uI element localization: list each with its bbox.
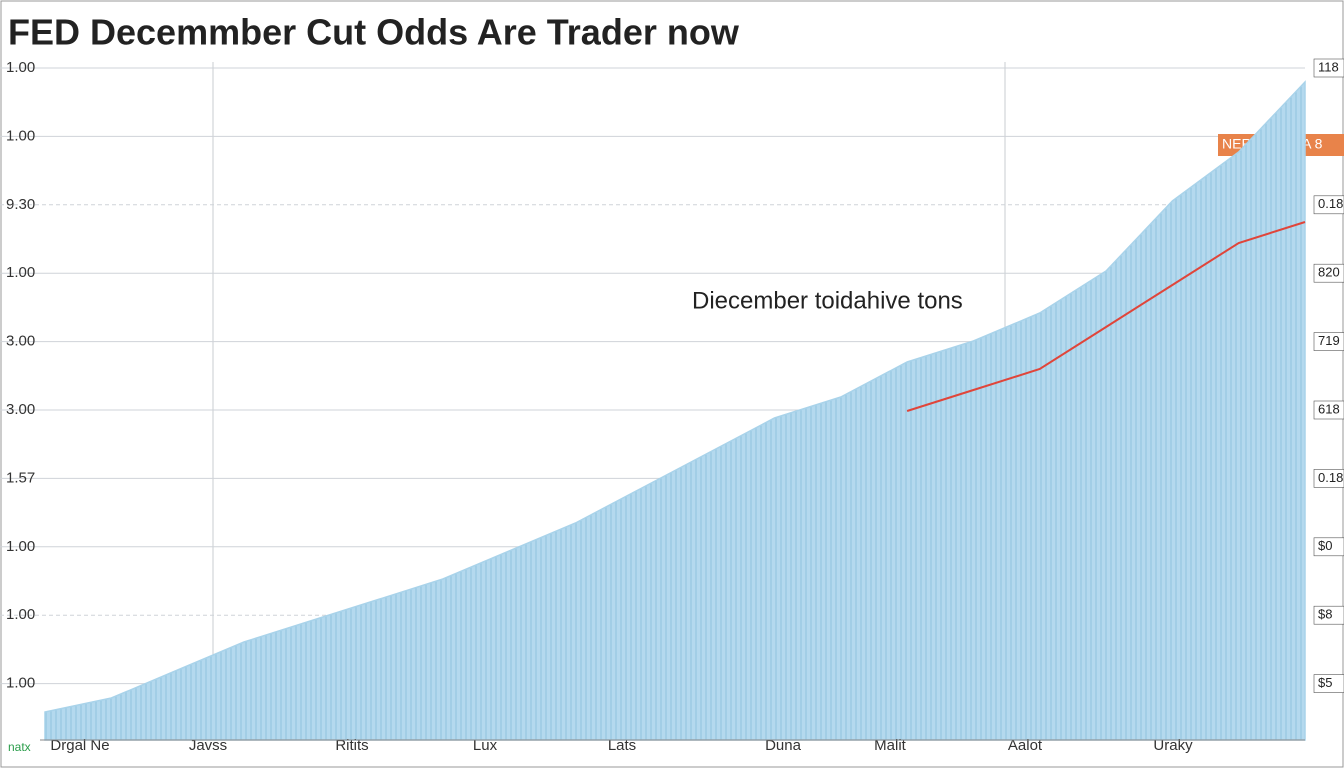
right-label-box <box>1313 332 1344 351</box>
right-label-box <box>1313 400 1344 420</box>
right-label: 719 <box>1318 333 1340 348</box>
right-label: 0.18 <box>1318 470 1343 485</box>
x-label: Malit <box>874 737 907 754</box>
right-label: 118 <box>1318 59 1339 74</box>
right-label-box <box>1313 605 1344 625</box>
y-label: 1.00 <box>6 675 35 692</box>
annotation: Diecember toidahive tons <box>692 287 963 314</box>
y-label: 1.00 <box>6 264 35 281</box>
x-label: Lux <box>473 737 498 754</box>
y-label: 1.00 <box>6 59 35 76</box>
x-label: Drgal Ne <box>50 737 109 754</box>
chart-title: FED Decemmber Cut Odds Are Trader now <box>8 12 740 53</box>
y-label: 1.00 <box>6 538 35 555</box>
x-label: Ritits <box>335 737 368 754</box>
x-label: Uraky <box>1153 737 1193 754</box>
right-label: 820 <box>1318 265 1340 280</box>
corner-label: natx <box>8 740 31 754</box>
y-label: 1.57 <box>6 469 35 486</box>
y-label: 9.30 <box>6 196 35 213</box>
right-label: 0.18 <box>1318 196 1343 211</box>
line <box>906 221 1306 412</box>
right-label: $0 <box>1318 538 1332 553</box>
x-label: Aalot <box>1008 737 1043 754</box>
right-label-box <box>1313 195 1344 215</box>
right-label-box <box>1313 263 1344 283</box>
right-label: $8 <box>1318 607 1332 622</box>
x-label: Javss <box>189 737 227 754</box>
right-label-box <box>1313 58 1344 78</box>
y-label: 3.00 <box>6 401 35 418</box>
right-label: $5 <box>1318 675 1332 690</box>
right-label-box <box>1313 537 1344 557</box>
area <box>44 80 1306 741</box>
x-label: Lats <box>608 737 636 754</box>
y-label: 3.00 <box>6 333 35 350</box>
right-label-box <box>1313 469 1344 488</box>
y-label: 1.00 <box>6 606 35 623</box>
y-label: 1.00 <box>6 127 35 144</box>
right-label: 618 <box>1318 401 1340 416</box>
x-label: Duna <box>765 737 802 754</box>
right-label-box <box>1313 674 1344 693</box>
